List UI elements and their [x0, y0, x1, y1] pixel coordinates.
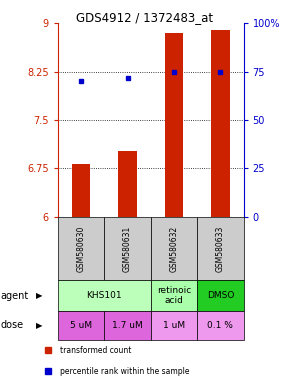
Bar [151, 311, 197, 340]
Bar [211, 30, 230, 217]
Bar [197, 311, 244, 340]
Text: 1.7 uM: 1.7 uM [112, 321, 143, 330]
Bar [118, 151, 137, 217]
Text: retinoic
acid: retinoic acid [157, 286, 191, 305]
Text: percentile rank within the sample: percentile rank within the sample [59, 367, 189, 376]
Bar [197, 217, 244, 280]
Text: GDS4912 / 1372483_at: GDS4912 / 1372483_at [77, 12, 213, 25]
Text: dose: dose [1, 320, 24, 331]
Bar [151, 280, 197, 311]
Text: agent: agent [1, 291, 29, 301]
Text: GSM580631: GSM580631 [123, 225, 132, 272]
Bar [58, 280, 151, 311]
Text: 1 uM: 1 uM [163, 321, 185, 330]
Text: KHS101: KHS101 [87, 291, 122, 300]
Text: DMSO: DMSO [207, 291, 234, 300]
Text: transformed count: transformed count [59, 346, 131, 355]
Text: 5 uM: 5 uM [70, 321, 92, 330]
Bar [104, 311, 151, 340]
Text: 0.1 %: 0.1 % [207, 321, 233, 330]
Text: GSM580633: GSM580633 [216, 225, 225, 272]
Bar [104, 217, 151, 280]
Bar [58, 217, 104, 280]
Text: ▶: ▶ [36, 291, 42, 300]
Bar [72, 164, 90, 217]
Bar [151, 217, 197, 280]
Bar [165, 33, 183, 217]
Text: ▶: ▶ [36, 321, 42, 330]
Text: GSM580630: GSM580630 [77, 225, 86, 272]
Text: GSM580632: GSM580632 [169, 225, 179, 272]
Bar [58, 311, 104, 340]
Bar [197, 280, 244, 311]
